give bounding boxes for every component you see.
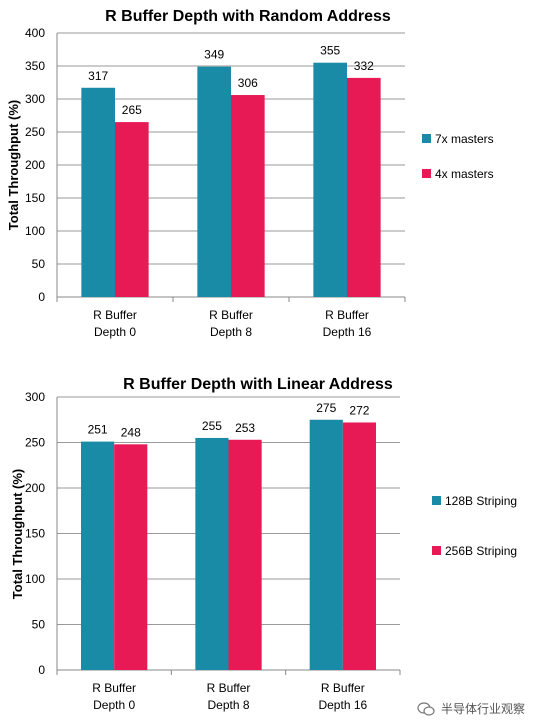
y-tick-label: 0: [38, 663, 45, 677]
bar: [81, 87, 115, 297]
y-tick-label: 150: [25, 527, 45, 541]
chart-title: R Buffer Depth with Random Address: [105, 8, 391, 25]
x-tick-label: R Buffer: [325, 308, 369, 322]
data-label: 272: [349, 403, 369, 417]
y-axis-label: Total Throughput (%): [6, 100, 21, 230]
x-tick-label: Depth 16: [323, 325, 372, 339]
legend-swatch: [432, 496, 441, 505]
x-tick-label: R Buffer: [207, 681, 251, 695]
x-tick-label: R Buffer: [93, 308, 137, 322]
bar: [115, 122, 149, 297]
bar: [195, 437, 229, 670]
legend-label: 128B Striping: [445, 494, 517, 508]
x-tick-label: Depth 8: [207, 698, 249, 712]
data-label: 265: [122, 103, 142, 117]
y-tick-label: 200: [25, 481, 45, 495]
y-tick-label: 50: [32, 618, 46, 632]
legend-label: 256B Striping: [445, 544, 517, 558]
y-tick-label: 100: [25, 572, 45, 586]
data-label: 306: [238, 76, 258, 90]
bar: [197, 66, 231, 297]
wechat-icon: [417, 701, 435, 716]
data-label: 332: [354, 59, 374, 73]
x-tick-label: Depth 8: [210, 325, 252, 339]
legend-swatch: [422, 169, 431, 178]
data-label: 317: [88, 69, 108, 83]
y-tick-label: 200: [25, 158, 45, 172]
x-tick-label: R Buffer: [321, 681, 365, 695]
data-label: 253: [235, 421, 255, 435]
bar: [231, 95, 265, 297]
bar: [114, 444, 148, 670]
bar: [342, 422, 376, 670]
y-tick-label: 100: [25, 224, 45, 238]
bar: [309, 419, 343, 670]
legend-swatch: [422, 134, 431, 143]
data-label: 275: [316, 401, 336, 415]
data-label: 355: [320, 44, 340, 58]
y-tick-label: 350: [25, 59, 45, 73]
data-label: 349: [204, 48, 224, 62]
legend-label: 4x masters: [435, 167, 494, 181]
x-tick-label: R Buffer: [92, 681, 136, 695]
chart-title: R Buffer Depth with Linear Address: [123, 376, 393, 393]
data-label: 248: [121, 425, 141, 439]
bar: [228, 439, 262, 670]
bar: [81, 441, 115, 670]
y-tick-label: 150: [25, 191, 45, 205]
data-label: 251: [88, 423, 108, 437]
watermark: 半导体行业观察: [417, 700, 525, 717]
y-tick-label: 300: [25, 92, 45, 106]
y-tick-label: 250: [25, 125, 45, 139]
x-tick-label: Depth 0: [93, 698, 135, 712]
x-tick-label: Depth 16: [318, 698, 367, 712]
y-axis-label: Total Throughput (%): [10, 469, 25, 599]
y-tick-label: 300: [25, 390, 45, 404]
bar: [347, 77, 381, 297]
y-tick-label: 250: [25, 436, 45, 450]
y-tick-label: 0: [38, 290, 45, 304]
y-tick-label: 400: [25, 26, 45, 40]
legend-swatch: [432, 546, 441, 555]
y-tick-label: 50: [32, 257, 46, 271]
x-tick-label: Depth 0: [94, 325, 136, 339]
bar: [313, 62, 347, 298]
x-tick-label: R Buffer: [209, 308, 253, 322]
legend-label: 7x masters: [435, 132, 494, 146]
watermark-text: 半导体行业观察: [440, 702, 525, 716]
data-label: 255: [202, 419, 222, 433]
